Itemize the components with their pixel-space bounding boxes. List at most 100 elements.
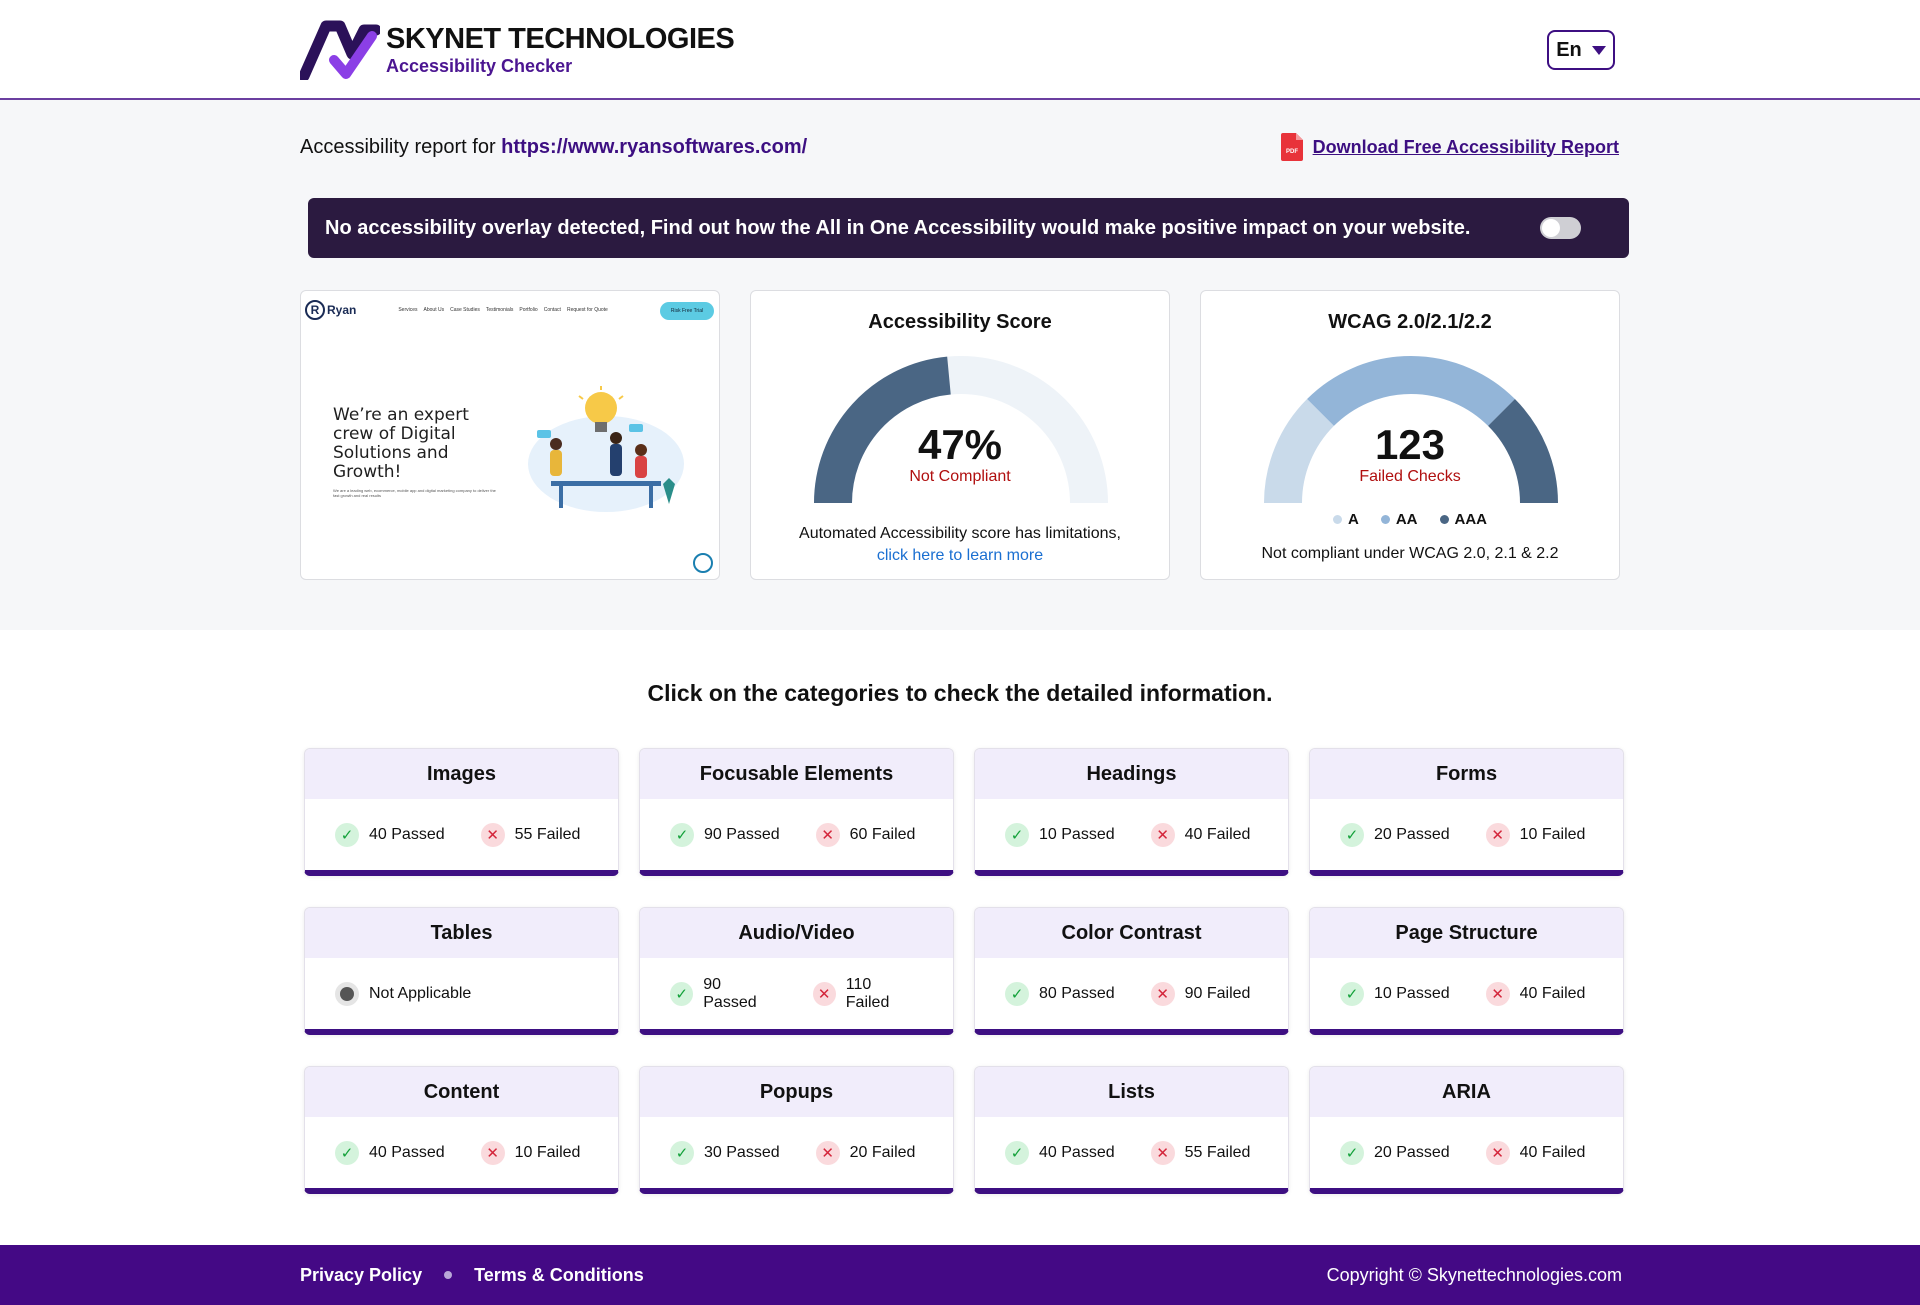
privacy-policy-link[interactable]: Privacy Policy xyxy=(300,1264,423,1285)
category-card[interactable]: Popups ✓ 30 Passed ✕ 20 Failed xyxy=(639,1066,954,1194)
legend-dot xyxy=(1380,515,1390,524)
category-name: Images xyxy=(305,749,618,799)
category-name: Tables xyxy=(305,908,618,958)
screenshot-subtext: We are a leading web, ecommerce, mobile … xyxy=(333,488,496,498)
category-card[interactable]: Headings ✓ 10 Passed ✕ 40 Failed xyxy=(974,748,1289,876)
not-applicable-icon xyxy=(335,982,359,1006)
wcag-legend: A AA AAA xyxy=(1201,511,1619,528)
passed-stat: ✓ 10 Passed xyxy=(1005,823,1115,847)
check-icon: ✓ xyxy=(670,982,694,1006)
brand-subtitle: Accessibility Checker xyxy=(386,55,573,76)
failed-text: 40 Failed xyxy=(1184,826,1251,843)
category-body: ✓ 40 Passed ✕ 55 Failed xyxy=(305,799,618,870)
check-icon: ✓ xyxy=(1005,1141,1029,1165)
cross-icon: ✕ xyxy=(812,982,836,1006)
legend-item: A xyxy=(1332,511,1359,528)
screenshot-heading: We’re an expert crew of Digital Solution… xyxy=(333,405,469,482)
score-status: Not Compliant xyxy=(909,468,1011,485)
screenshot-logo: R Ryan xyxy=(305,300,356,320)
terms-link[interactable]: Terms & Conditions xyxy=(474,1264,644,1285)
passed-text: 40 Passed xyxy=(369,826,445,843)
cross-icon: ✕ xyxy=(1150,1141,1175,1165)
legend-label: A xyxy=(1347,511,1359,528)
passed-text: 90 Passed xyxy=(704,826,780,843)
wcag-arc-aa xyxy=(1307,356,1515,427)
wcag-gauge xyxy=(1264,356,1558,503)
cross-icon: ✕ xyxy=(1485,1141,1510,1165)
failed-text: 40 Failed xyxy=(1519,985,1586,1002)
passed-text: 10 Passed xyxy=(1374,985,1450,1002)
wcag-failed-count: 123 xyxy=(1374,421,1446,468)
category-name: Popups xyxy=(640,1067,953,1117)
cross-icon: ✕ xyxy=(480,823,505,847)
overlay-toggle[interactable] xyxy=(1540,217,1581,239)
footer-links: Privacy Policy Terms & Conditions xyxy=(300,1265,644,1286)
failed-text: 40 Failed xyxy=(1519,1144,1586,1161)
category-card[interactable]: Images ✓ 40 Passed ✕ 55 Failed xyxy=(304,748,619,876)
category-card[interactable]: Color Contrast ✓ 80 Passed ✕ 90 Failed xyxy=(974,907,1289,1035)
toggle-knob xyxy=(1542,219,1560,237)
caret-down-icon xyxy=(1591,45,1606,55)
category-name: Forms xyxy=(1310,749,1623,799)
category-name: Headings xyxy=(975,749,1288,799)
category-card[interactable]: Audio/Video ✓ 90 Passed ✕ 110 Failed xyxy=(639,907,954,1035)
category-card[interactable]: ARIA ✓ 20 Passed ✕ 40 Failed xyxy=(1309,1066,1624,1194)
check-icon: ✓ xyxy=(1340,982,1364,1006)
category-body: ✓ 90 Passed ✕ 60 Failed xyxy=(640,799,953,870)
screenshot-logo-text: Ryan xyxy=(327,303,357,317)
check-icon: ✓ xyxy=(670,1141,694,1165)
legend-item: AAA xyxy=(1439,511,1487,528)
passed-stat: ✓ 40 Passed xyxy=(1005,1141,1115,1165)
passed-text: 20 Passed xyxy=(1374,826,1450,843)
failed-stat: ✕ 10 Failed xyxy=(480,1141,580,1165)
failed-stat: ✕ 40 Failed xyxy=(1150,823,1251,847)
passed-stat: ✓ 20 Passed xyxy=(1340,1141,1450,1165)
category-card[interactable]: Lists ✓ 40 Passed ✕ 55 Failed xyxy=(974,1066,1289,1194)
accessibility-score-card: Accessibility Score 47% Not Compliant Au… xyxy=(750,290,1170,580)
category-status: Not Applicable xyxy=(335,982,471,1006)
category-card[interactable]: Tables Not Applicable xyxy=(304,907,619,1035)
screenshot-menu: Services About Us Case Studies Testimonials… xyxy=(398,307,607,313)
passed-text: 80 Passed xyxy=(1039,985,1115,1002)
failed-text: 60 Failed xyxy=(849,826,916,843)
failed-text: 90 Failed xyxy=(1184,985,1251,1002)
download-report-link[interactable]: PDF Download Free Accessibility Report xyxy=(1280,133,1619,161)
failed-stat: ✕ 90 Failed xyxy=(1150,982,1251,1006)
failed-text: 20 Failed xyxy=(849,1144,916,1161)
brand-title: SKYNET TECHNOLOGIES xyxy=(386,22,735,55)
category-card[interactable]: Focusable Elements ✓ 90 Passed ✕ 60 Failed xyxy=(639,748,954,876)
cross-icon: ✕ xyxy=(815,1141,840,1165)
passed-stat: ✓ 90 Passed xyxy=(670,823,780,847)
cross-icon: ✕ xyxy=(480,1141,505,1165)
language-label: En xyxy=(1556,38,1582,61)
category-body: ✓ 80 Passed ✕ 90 Failed xyxy=(975,958,1288,1029)
category-body: ✓ 20 Passed ✕ 10 Failed xyxy=(1310,799,1623,870)
passed-stat: ✓ 40 Passed xyxy=(335,1141,445,1165)
legend-dot xyxy=(1439,515,1449,524)
language-select[interactable]: En xyxy=(1547,30,1615,70)
category-card[interactable]: Forms ✓ 20 Passed ✕ 10 Failed xyxy=(1309,748,1624,876)
categories-heading: Click on the categories to check the det… xyxy=(647,680,1273,706)
report-url-link[interactable]: https://www.ryansoftwares.com/ xyxy=(501,136,808,158)
failed-stat: ✕ 110 Failed xyxy=(812,976,917,1012)
r-logo-icon: R xyxy=(305,300,325,320)
cross-icon: ✕ xyxy=(1150,982,1175,1006)
failed-text: 110 Failed xyxy=(845,976,890,1011)
wcag-arc-aaa xyxy=(1487,399,1558,503)
svg-text:PDF: PDF xyxy=(1286,149,1298,155)
category-name: Lists xyxy=(975,1067,1288,1117)
category-body: ✓ 10 Passed ✕ 40 Failed xyxy=(975,799,1288,870)
category-card[interactable]: Page Structure ✓ 10 Passed ✕ 40 Failed xyxy=(1309,907,1624,1035)
wcag-card: WCAG 2.0/2.1/2.2 123 Failed Checks A AA AA… xyxy=(1200,290,1620,580)
category-body: ✓ 20 Passed ✕ 40 Failed xyxy=(1310,1117,1623,1188)
passed-text: 10 Passed xyxy=(1039,826,1115,843)
category-card[interactable]: Content ✓ 40 Passed ✕ 10 Failed xyxy=(304,1066,619,1194)
learn-more-link[interactable]: click here to learn more xyxy=(876,547,1044,564)
score-note: Automated Accessibility score has limita… xyxy=(751,523,1169,567)
check-icon: ✓ xyxy=(335,1141,359,1165)
status-text: Not Applicable xyxy=(369,985,472,1002)
overlay-banner: No accessibility overlay detected, Find … xyxy=(308,198,1629,258)
brand-logo[interactable]: SKYNET TECHNOLOGIES Accessibility Checke… xyxy=(300,18,735,80)
passed-stat: ✓ 40 Passed xyxy=(335,823,445,847)
check-icon: ✓ xyxy=(1340,823,1364,847)
